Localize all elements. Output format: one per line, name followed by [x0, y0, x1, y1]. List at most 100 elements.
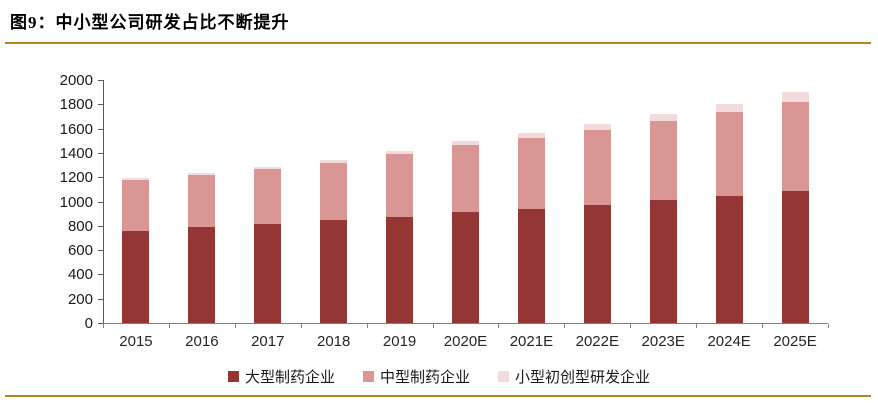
y-axis-tick — [98, 225, 103, 227]
y-axis-tick — [98, 177, 103, 179]
bar-2025E — [781, 92, 809, 323]
x-axis-label: 2024E — [707, 333, 751, 350]
legend-swatch-mid-pharma — [362, 371, 374, 382]
bar-segment-large-pharma — [517, 208, 545, 323]
x-axis-tick — [630, 324, 632, 328]
chart-legend: 大型制药企业 中型制药企业 小型初创型研发企业 — [0, 366, 878, 387]
figure-title: 图9：中小型公司研发占比不断提升 — [10, 13, 290, 32]
bar-segment-mid-pharma — [583, 129, 611, 205]
bottom-rule — [5, 395, 871, 397]
bar-2016 — [188, 172, 216, 323]
bar-segment-small-startup — [254, 166, 282, 169]
legend-item-mid-pharma: 中型制药企业 — [362, 366, 470, 387]
legend-swatch-large-pharma — [227, 371, 239, 382]
x-axis-tick — [828, 324, 829, 328]
title-rule — [5, 42, 871, 44]
y-axis-tick-label: 2000 — [59, 72, 93, 89]
bar-2017 — [254, 166, 282, 323]
y-axis-tick-label: 1800 — [59, 96, 93, 114]
bar-2018 — [320, 160, 348, 323]
bar-2021E — [517, 133, 545, 323]
x-axis-label: 2016 — [185, 333, 219, 350]
x-axis-tick — [762, 324, 764, 328]
bar-segment-mid-pharma — [781, 102, 809, 191]
x-axis-line — [103, 323, 828, 324]
x-axis-tick — [498, 324, 500, 328]
bar-segment-large-pharma — [320, 219, 348, 323]
legend-item-large-pharma: 大型制药企业 — [227, 366, 335, 387]
bar-segment-mid-pharma — [715, 111, 743, 197]
bar-segment-mid-pharma — [122, 179, 150, 231]
y-axis-tick — [98, 152, 103, 154]
x-axis-label: 2022E — [575, 333, 619, 350]
legend-label: 中型制药企业 — [379, 370, 470, 386]
y-axis-tick-label: 1400 — [59, 144, 93, 162]
bar-segment-small-startup — [188, 172, 216, 175]
bar-segment-mid-pharma — [188, 174, 216, 227]
bar-2019 — [386, 151, 414, 323]
bar-segment-mid-pharma — [254, 168, 282, 224]
legend-label: 小型初创型研发企业 — [515, 370, 651, 386]
bar-segment-small-startup — [649, 114, 677, 121]
bar-segment-large-pharma — [386, 217, 414, 323]
y-axis-tick-label: 600 — [67, 242, 93, 260]
x-axis-tick — [696, 324, 698, 328]
y-axis-tick-label: 400 — [67, 266, 93, 284]
y-axis-tick — [98, 250, 103, 252]
y-axis-tick-label: 1200 — [59, 169, 93, 187]
legend-item-small-startup: 小型初创型研发企业 — [498, 366, 650, 387]
bar-segment-mid-pharma — [517, 138, 545, 209]
bar-segment-mid-pharma — [649, 120, 677, 200]
x-axis-tick — [234, 324, 236, 328]
x-axis-tick — [366, 324, 368, 328]
y-axis-tick — [98, 104, 103, 106]
bar-segment-small-startup — [517, 133, 545, 139]
bar-segment-large-pharma — [649, 199, 677, 323]
x-axis-label: 2017 — [251, 333, 285, 350]
y-axis-tick — [98, 80, 103, 81]
bar-segment-mid-pharma — [452, 145, 479, 213]
y-axis-tick-label: 1000 — [59, 193, 93, 211]
bar-2020E — [452, 141, 479, 323]
bar-segment-large-pharma — [122, 230, 150, 323]
legend-swatch-small-startup — [498, 371, 509, 382]
bar-segment-mid-pharma — [320, 162, 348, 220]
bar-segment-small-startup — [386, 151, 414, 155]
legend-label: 大型制药企业 — [244, 370, 335, 386]
bar-segment-small-startup — [320, 160, 348, 163]
y-axis-tick — [98, 298, 103, 300]
bar-segment-large-pharma — [781, 190, 809, 323]
bar-2023E — [649, 114, 677, 323]
bar-segment-small-startup — [715, 104, 743, 112]
x-axis-label: 2020E — [443, 333, 488, 350]
y-axis-tick — [98, 274, 103, 276]
bar-2024E — [715, 104, 743, 323]
x-axis-label: 2018 — [316, 333, 351, 350]
bar-segment-large-pharma — [188, 227, 216, 323]
bar-segment-large-pharma — [715, 196, 743, 323]
bar-2015 — [122, 178, 150, 323]
x-axis-label: 2023E — [641, 333, 685, 350]
bar-segment-small-startup — [583, 123, 611, 130]
bar-segment-small-startup — [452, 141, 479, 145]
bar-segment-mid-pharma — [386, 154, 414, 218]
y-axis-line — [103, 80, 104, 323]
bar-segment-small-startup — [781, 92, 809, 103]
x-axis-label: 2021E — [509, 333, 554, 350]
x-axis-tick — [300, 324, 302, 328]
x-axis-tick — [103, 324, 104, 328]
x-axis-tick — [564, 324, 566, 328]
y-axis-tick-label: 0 — [84, 315, 93, 332]
stacked-bar-chart: 0 200 400 600 800 1000 1200 1400 1600 1800 2000 201… — [59, 72, 829, 350]
bar-segment-large-pharma — [452, 212, 479, 323]
x-axis-label: 2025E — [773, 333, 817, 350]
x-axis-tick — [432, 324, 434, 328]
x-axis-label: 2015 — [119, 333, 153, 350]
bar-segment-small-startup — [122, 178, 150, 180]
y-axis-tick — [98, 128, 103, 130]
bar-segment-large-pharma — [583, 204, 611, 323]
y-axis-tick-label: 200 — [67, 290, 93, 308]
y-axis-tick-label: 800 — [67, 217, 93, 235]
x-axis-label: 2019 — [382, 333, 417, 350]
